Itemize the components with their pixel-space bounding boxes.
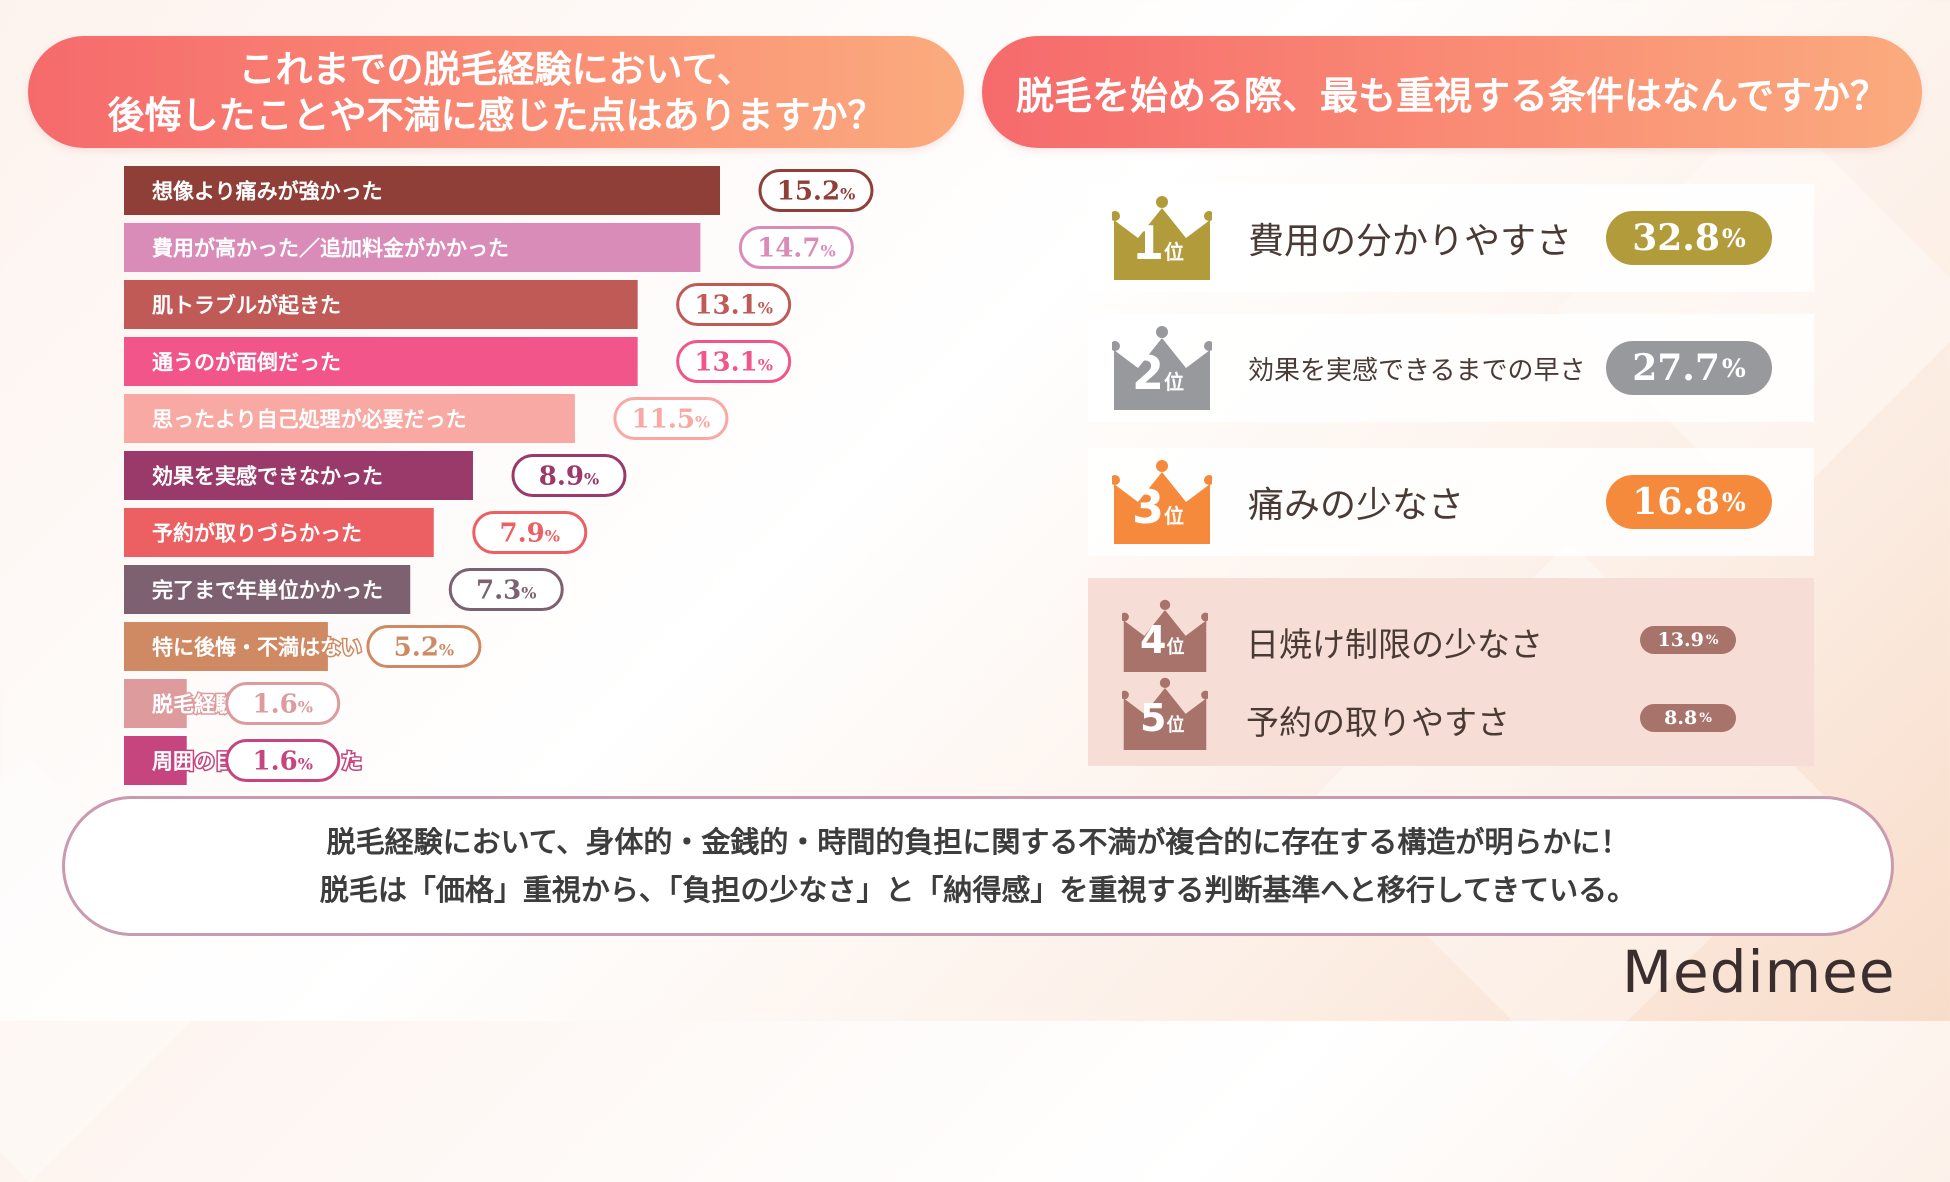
rank-unit: % — [1699, 710, 1712, 726]
value-label-7: 7.3% — [476, 576, 536, 606]
rank-label-4: 日焼け制限の少なさ — [1246, 625, 1543, 664]
value-label-8: 5.2% — [394, 633, 454, 663]
rank-number: 4位 — [1140, 618, 1185, 662]
rank-label-2: 効果を実感できるまでの早さ — [1248, 356, 1586, 386]
rank-unit: % — [1705, 632, 1719, 648]
value-pill-5 — [511, 454, 627, 497]
value-pill-9 — [225, 682, 341, 725]
value-label-9: 1.6% — [253, 690, 313, 720]
bar-label-1: 費用が高かった／追加料金がかかった — [152, 236, 509, 261]
left-title-line1: これまでの脱毛経験において、 — [238, 47, 754, 91]
value-label-2: 13.1% — [694, 291, 773, 321]
logo-text: Medimee — [1622, 938, 1896, 1006]
rank-value-pill-2: 27.7% — [1606, 341, 1772, 395]
rank-number: 5位 — [1140, 696, 1185, 740]
value-pill-7 — [448, 568, 564, 611]
crown-icon: 5位 — [1120, 676, 1210, 750]
bar-0 — [124, 166, 720, 215]
bar-label-2: 肌トラブルが起きた — [152, 293, 341, 318]
rank-number: 2位 — [1132, 346, 1185, 400]
value-label-5: 8.9% — [539, 462, 599, 492]
rank-value: 27.7 — [1632, 347, 1720, 389]
bar-label-0: 想像より痛みが強かった — [152, 179, 383, 204]
bar-label-3: 通うのが面倒だった — [152, 350, 341, 375]
value-label-4: 11.5% — [632, 405, 711, 435]
left-title-line2: 後悔したことや不満に感じた点はありますか？ — [107, 93, 885, 137]
rank-label-1: 費用の分かりやすさ — [1248, 221, 1573, 262]
bar-9 — [124, 679, 187, 728]
rank-value-pill-5: 8.8% — [1640, 704, 1736, 732]
value-label-0: 15.2% — [777, 177, 856, 207]
rank-unit: % — [1721, 353, 1746, 383]
value-pill-2 — [676, 283, 792, 326]
rank-value: 8.8 — [1664, 707, 1698, 729]
crown-icon: 4位 — [1120, 598, 1210, 672]
right-question-banner: 脱毛を始める際、最も重視する条件はなんですか？ — [982, 36, 1922, 148]
bar-7 — [124, 565, 411, 614]
medimee-logo: Medimee — [1622, 938, 1912, 1008]
bar-10 — [124, 736, 187, 785]
left-question-banner: これまでの脱毛経験において、 後悔したことや不満に感じた点はありますか？ — [28, 36, 964, 148]
value-pill-3 — [676, 340, 792, 383]
value-pill-0 — [758, 169, 874, 212]
value-pill-10 — [225, 739, 341, 782]
rank-value: 16.8 — [1632, 481, 1720, 523]
rank-value-pill-4: 13.9% — [1640, 626, 1736, 654]
bar-1 — [124, 223, 701, 272]
value-label-10: 1.6% — [253, 747, 313, 777]
bar-label-6: 予約が取りづらかった — [152, 521, 362, 546]
value-pill-4 — [613, 397, 729, 440]
rank-label-5: 予約の取りやすさ — [1246, 703, 1510, 742]
rank-unit: % — [1721, 487, 1746, 517]
rank-value-pill-3: 16.8% — [1606, 475, 1772, 529]
rank-unit: % — [1721, 223, 1746, 253]
rank-value: 32.8 — [1632, 217, 1720, 259]
bar-6 — [124, 508, 434, 557]
bar-8 — [124, 622, 328, 671]
rank-number: 3位 — [1132, 480, 1185, 534]
crown-icon: 2位 — [1110, 324, 1214, 410]
value-pill-8 — [366, 625, 482, 668]
bar-5 — [124, 451, 473, 500]
summary-line2: 脱毛は「価格」重視から、「負担の少なさ」と「納得感」を重視する判断基準へと移行し… — [319, 873, 1637, 907]
right-title: 脱毛を始める際、最も重視する条件はなんですか？ — [1015, 72, 1889, 118]
bar-label-8: 特に後悔・不満はない — [152, 635, 362, 660]
value-pill-1 — [738, 226, 854, 269]
bar-label-7: 完了まで年単位かかった — [152, 578, 383, 603]
rank-number: 1位 — [1132, 216, 1185, 270]
crown-icon: 3位 — [1110, 458, 1214, 544]
bar-3 — [124, 337, 638, 386]
bar-chart: 想像より痛みが強かった 15.2% 費用が高かった／追加料金がかかった 14.7% 肌ト… — [124, 166, 874, 785]
rank-value-pill-1: 32.8% — [1606, 211, 1772, 265]
value-label-3: 13.1% — [694, 348, 773, 378]
crown-icon: 1位 — [1110, 194, 1214, 280]
bar-label-5: 効果を実感できなかった — [152, 464, 383, 489]
value-pill-6 — [472, 511, 588, 554]
bar-label-4: 思ったより自己処理が必要だった — [152, 407, 467, 432]
summary-line1: 脱毛経験において、身体的・金銭的・時間的負担に関する不満が複合的に存在する構造が… — [326, 825, 1630, 859]
rank-label-3: 痛みの少なさ — [1248, 485, 1465, 526]
bar-2 — [124, 280, 638, 329]
bar-4 — [124, 394, 575, 443]
value-label-1: 14.7% — [757, 234, 836, 264]
summary-box: 脱毛経験において、身体的・金銭的・時間的負担に関する不満が複合的に存在する構造が… — [62, 796, 1894, 936]
rank-row-4-5 — [1088, 578, 1814, 766]
value-label-6: 7.9% — [500, 519, 560, 549]
rank-value: 13.9 — [1657, 629, 1704, 651]
